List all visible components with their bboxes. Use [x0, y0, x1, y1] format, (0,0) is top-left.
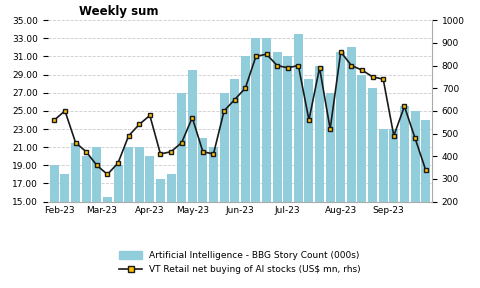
Bar: [50, 165, 59, 288]
Bar: [262, 38, 271, 288]
Bar: [336, 52, 345, 288]
Bar: [304, 79, 313, 288]
Bar: [283, 56, 292, 288]
Bar: [325, 93, 335, 288]
Bar: [421, 120, 430, 288]
Bar: [315, 65, 324, 288]
Bar: [124, 147, 133, 288]
Bar: [273, 52, 282, 288]
Bar: [219, 93, 228, 288]
Bar: [230, 79, 239, 288]
Bar: [410, 111, 420, 288]
Legend: Artificial Intelligence - BBG Story Count (000s), VT Retail net buying of AI sto: Artificial Intelligence - BBG Story Coun…: [115, 246, 365, 279]
Bar: [156, 179, 165, 288]
Bar: [60, 175, 70, 288]
Bar: [400, 106, 409, 288]
Bar: [113, 165, 122, 288]
Bar: [92, 147, 101, 288]
Bar: [177, 93, 186, 288]
Bar: [82, 156, 91, 288]
Bar: [135, 147, 144, 288]
Bar: [209, 147, 218, 288]
Bar: [145, 156, 155, 288]
Bar: [379, 129, 388, 288]
Bar: [198, 138, 207, 288]
Bar: [167, 175, 176, 288]
Bar: [252, 38, 261, 288]
Bar: [389, 129, 398, 288]
Bar: [358, 75, 367, 288]
Bar: [103, 197, 112, 288]
Bar: [71, 143, 80, 288]
Bar: [347, 47, 356, 288]
Bar: [368, 88, 377, 288]
Bar: [241, 56, 250, 288]
Text: Weekly sum: Weekly sum: [79, 5, 158, 18]
Bar: [188, 70, 197, 288]
Bar: [294, 34, 303, 288]
